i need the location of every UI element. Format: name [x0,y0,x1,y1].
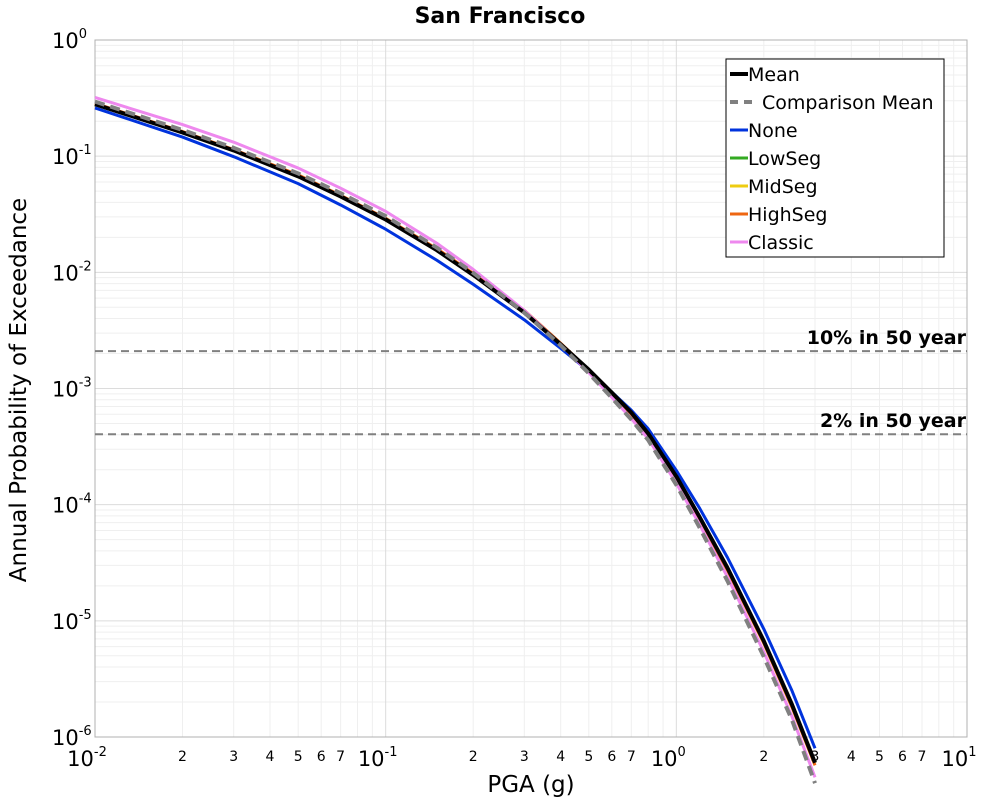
x-tick-label-1: 10-1 [358,745,398,771]
y-tick-label-0: 100 [52,27,87,53]
legend-label-lowseg: LowSeg [748,148,821,170]
y-tick-label-4: 10-4 [52,492,92,518]
x-minor-tick-label: 4 [556,749,565,765]
x-minor-tick-label: 2 [469,749,478,765]
chart-title: San Francisco [415,4,586,29]
legend-label-mean: Mean [748,64,800,86]
x-minor-tick-label: 3 [520,749,529,765]
x-minor-tick-label: 5 [294,749,303,765]
legend: Mean Comparison Mean None LowSeg MidSeg HighS… [725,58,945,258]
reference-label-10-in-50-year: 10% in 50 year [807,327,967,349]
x-tick-label-1: 101 [941,745,976,771]
legend-label-classic: Classic [748,232,814,254]
y-tick-label-1: 10-1 [52,143,92,169]
plot-area-frame [94,39,968,738]
x-minor-tick-label: 6 [607,749,616,765]
x-minor-tick-label: 6 [317,749,326,765]
y-axis-label: Annual Probability of Exceedance [6,198,32,582]
x-minor-tick-label: 4 [847,749,856,765]
legend-label-midseg: MidSeg [748,176,818,198]
series-lines [94,96,817,784]
x-minor-tick-label: 3 [229,749,238,765]
x-minor-tick-label: 4 [266,749,275,765]
y-tick-label-3: 10-3 [52,376,92,402]
reference-label-2-in-50-year: 2% in 50 year [820,410,967,432]
reference-lines: 10% in 50 year 2% in 50 year [95,327,967,436]
y-axis-ticks: 100 10-1 10-2 10-3 10-4 10-5 10-6 [52,27,92,750]
x-minor-tick-label: 5 [584,749,593,765]
y-tick-label-6: 10-6 [52,724,92,750]
x-axis-label: PGA (g) [487,772,574,798]
x-minor-tick-label: 7 [336,749,345,765]
x-minor-tick-label: 7 [627,749,636,765]
y-tick-label-5: 10-5 [52,608,92,634]
x-minor-tick-label: 6 [898,749,907,765]
y-tick-label-2: 10-2 [52,259,92,285]
legend-box [725,58,945,258]
legend-label-highseg: HighSeg [748,204,827,226]
legend-label-none: None [748,120,798,142]
x-tick-label-2: 10-2 [67,745,107,771]
series-line-comparison-mean [94,99,817,784]
x-minor-tick-label: 2 [759,749,768,765]
x-minor-tick-label: 2 [178,749,187,765]
x-minor-tick-label: 7 [918,749,927,765]
legend-label-comparison-mean: Comparison Mean [762,92,934,114]
x-minor-tick-label: 3 [811,749,820,765]
x-tick-label-0: 100 [651,745,686,771]
x-minor-tick-label: 5 [875,749,884,765]
